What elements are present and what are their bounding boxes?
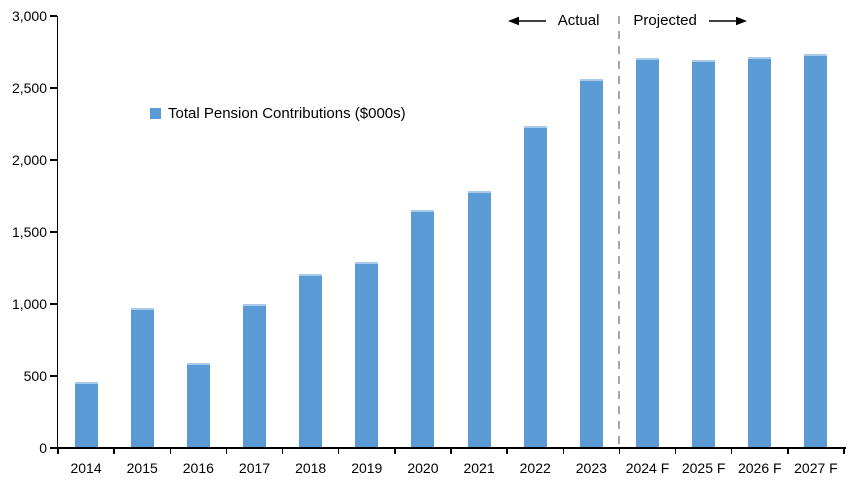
x-axis-label-2025-f: 2025 F bbox=[681, 460, 726, 476]
x-axis-label-2024-f: 2024 F bbox=[625, 460, 670, 476]
x-tick-2 bbox=[169, 448, 172, 454]
bar-2019 bbox=[355, 261, 379, 448]
y-axis-label-500: 500 bbox=[23, 368, 47, 384]
y-tick-3-000 bbox=[50, 15, 57, 17]
y-axis-line bbox=[56, 15, 58, 449]
y-tick-1-500 bbox=[50, 231, 57, 233]
y-axis-label-1-500: 1,500 bbox=[11, 224, 47, 240]
x-axis-label-2026-f: 2026 F bbox=[737, 460, 782, 476]
x-axis-label-2014: 2014 bbox=[70, 460, 102, 476]
y-axis-label-2-500: 2,500 bbox=[11, 80, 47, 96]
x-axis-label-2020: 2020 bbox=[407, 460, 439, 476]
x-axis-label-2017: 2017 bbox=[238, 460, 271, 476]
x-axis-label-2021: 2021 bbox=[463, 460, 495, 476]
y-tick-500 bbox=[50, 375, 57, 377]
legend: Total Pension Contributions ($000s) bbox=[150, 104, 406, 123]
y-axis-label-0: 0 bbox=[39, 440, 47, 456]
bar-2015 bbox=[130, 308, 154, 448]
actual-label: Actual bbox=[557, 12, 600, 29]
x-tick-7 bbox=[450, 448, 452, 454]
legend-label: Total Pension Contributions ($000s) bbox=[168, 105, 406, 122]
x-tick-12 bbox=[730, 448, 733, 454]
bar-2018 bbox=[299, 273, 323, 448]
x-axis-label-2022: 2022 bbox=[519, 460, 551, 476]
x-tick-0 bbox=[57, 448, 59, 454]
bar-2017 bbox=[243, 304, 266, 448]
x-tick-14 bbox=[843, 448, 845, 454]
x-axis-label-2015: 2015 bbox=[126, 460, 158, 476]
x-tick-8 bbox=[506, 448, 508, 454]
x-tick-6 bbox=[394, 448, 396, 454]
y-tick-2-500 bbox=[50, 87, 57, 89]
y-tick-1-000 bbox=[50, 303, 57, 305]
legend-swatch-icon bbox=[150, 108, 161, 119]
bar-2020 bbox=[411, 210, 435, 448]
bar-2024-f bbox=[636, 57, 659, 448]
x-tick-3 bbox=[225, 448, 228, 454]
bar-2025-f bbox=[692, 59, 716, 448]
right-arrow-icon bbox=[708, 16, 747, 25]
bar-2016 bbox=[186, 363, 210, 448]
x-tick-11 bbox=[674, 448, 677, 454]
bar-2021 bbox=[467, 190, 491, 448]
x-tick-4 bbox=[281, 448, 284, 454]
bar-2014 bbox=[74, 382, 98, 448]
x-tick-13 bbox=[787, 448, 789, 454]
x-tick-5 bbox=[337, 448, 340, 454]
x-axis-label-2018: 2018 bbox=[295, 460, 327, 476]
left-arrow-icon bbox=[507, 16, 546, 25]
x-tick-1 bbox=[113, 448, 115, 454]
actual-annotation: Actual bbox=[507, 11, 600, 30]
x-axis-label-2019: 2019 bbox=[351, 460, 383, 476]
x-axis-label-2023: 2023 bbox=[575, 460, 607, 476]
x-axis-label-2016: 2016 bbox=[182, 460, 214, 476]
x-tick-9 bbox=[562, 448, 565, 454]
x-axis-line bbox=[51, 446, 846, 449]
projected-label: Projected bbox=[633, 12, 697, 29]
y-tick-2-000 bbox=[50, 159, 57, 161]
bar-2022 bbox=[523, 126, 547, 448]
y-axis-label-3-000: 3,000 bbox=[11, 8, 47, 24]
y-axis-label-1-000: 1,000 bbox=[11, 296, 47, 312]
bar-2023 bbox=[579, 79, 603, 448]
bar-2027-f bbox=[804, 54, 828, 448]
x-tick-10 bbox=[618, 448, 621, 454]
y-axis-label-2-000: 2,000 bbox=[11, 152, 47, 168]
projected-annotation: Projected bbox=[633, 11, 747, 30]
x-axis-label-2027-f: 2027 F bbox=[794, 460, 838, 476]
y-tick-0 bbox=[50, 447, 57, 449]
actual-projected-divider bbox=[618, 15, 621, 448]
bar-2026-f bbox=[748, 57, 772, 448]
